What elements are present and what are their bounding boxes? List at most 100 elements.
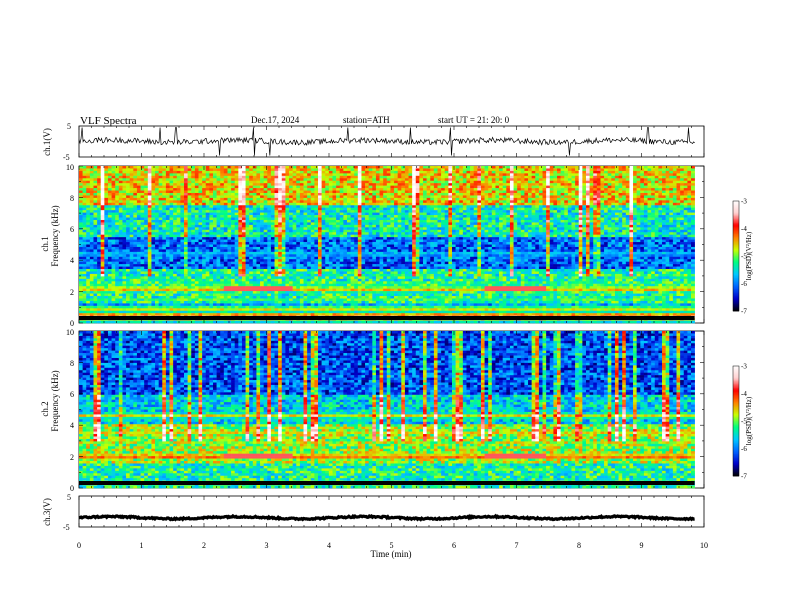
spectrogram-cell — [104, 181, 108, 184]
spectrogram-cell — [307, 291, 311, 294]
spectrogram-cell — [206, 178, 210, 181]
spectrogram-cell — [238, 232, 242, 235]
spectrogram-cell — [314, 178, 318, 181]
spectrogram-cell — [137, 264, 141, 267]
spectrogram-cell — [329, 232, 333, 235]
spectrogram-cell — [242, 306, 246, 309]
spectrogram-cell — [278, 171, 282, 174]
spectrogram-cell — [318, 188, 322, 191]
spectrogram-cell — [159, 269, 163, 272]
spectrogram-cell — [300, 242, 304, 245]
spectrogram-cell — [115, 245, 119, 248]
spectrogram-cell — [155, 240, 159, 243]
spectrogram-cell — [199, 220, 203, 223]
spectrogram-cell — [202, 186, 206, 189]
spectrogram-cell — [119, 208, 123, 211]
spectrogram-cell — [347, 200, 351, 203]
spectrogram-cell — [220, 257, 224, 260]
spectrogram-cell — [144, 203, 148, 206]
spectrogram-cell — [311, 249, 315, 252]
spectrogram-cell — [93, 276, 97, 279]
spectrogram-cell — [224, 220, 228, 223]
spectrogram-cell — [213, 259, 217, 262]
spectrogram-cell — [166, 186, 170, 189]
spectrogram-cell — [260, 284, 264, 287]
spectrogram-cell — [126, 205, 130, 208]
spectrogram-cell — [115, 271, 119, 274]
spectrogram-cell — [332, 200, 336, 203]
spectrogram-cell — [246, 313, 250, 316]
spectrogram-cell — [235, 247, 239, 250]
spectrogram-cell — [217, 264, 221, 267]
spectrogram-cell — [79, 215, 83, 218]
spectrogram-cell — [256, 220, 260, 223]
spectrogram-cell — [271, 271, 275, 274]
spectrogram-cell — [122, 276, 126, 279]
spectrogram-cell — [213, 237, 217, 240]
spectrogram-cell — [195, 289, 199, 292]
spectrogram-cell — [293, 303, 297, 306]
spectrogram-cell — [256, 208, 260, 211]
spectrogram-cell — [351, 200, 355, 203]
spectrogram-cell — [173, 247, 177, 250]
spectrogram-cell — [213, 232, 217, 235]
spectrogram-cell — [351, 235, 355, 238]
spectrogram-cell — [267, 235, 271, 238]
spectrogram-cell — [184, 301, 188, 304]
spectrogram-cell — [325, 225, 329, 228]
spectrogram-cell — [195, 183, 199, 186]
spectrogram-cell — [329, 303, 333, 306]
spectrogram-cell — [256, 286, 260, 289]
spectrogram-cell — [133, 313, 137, 316]
spectrogram-cell — [108, 173, 112, 176]
spectrogram-cell — [126, 181, 130, 184]
spectrogram-cell — [275, 176, 279, 179]
spectrogram-cell — [191, 235, 195, 238]
spectrogram-cell — [151, 222, 155, 225]
spectrogram-cell — [293, 178, 297, 181]
spectrogram-cell — [130, 198, 134, 201]
spectrogram-cell — [354, 249, 358, 252]
spectrogram-cell — [343, 218, 347, 221]
spectrogram-cell — [293, 276, 297, 279]
spectrogram-cell — [253, 296, 257, 299]
spectrogram-cell — [162, 203, 166, 206]
spectrogram-cell — [253, 220, 257, 223]
spectrogram-cell — [144, 249, 148, 252]
spectrogram-cell — [119, 227, 123, 230]
spectrogram-cell — [246, 195, 250, 198]
spectrogram-cell — [304, 235, 308, 238]
spectrogram-cell — [122, 306, 126, 309]
spectrogram-cell — [162, 215, 166, 218]
spectrogram-cell — [246, 262, 250, 265]
spectrogram-cell — [296, 200, 300, 203]
spectrogram-cell — [304, 279, 308, 282]
spectrogram-cell — [184, 200, 188, 203]
spectrogram-cell — [325, 274, 329, 277]
spectrogram-cell — [166, 301, 170, 304]
spectrogram-cell — [271, 168, 275, 171]
spectrogram-cell — [206, 284, 210, 287]
spectrogram-cell — [202, 294, 206, 297]
spectrogram-cell — [159, 274, 163, 277]
spectrogram-cell — [246, 208, 250, 211]
spectrogram-cell — [86, 178, 90, 181]
spectrogram-cell — [227, 264, 231, 267]
spectrogram-cell — [141, 274, 145, 277]
spectrogram-cell — [144, 235, 148, 238]
spectrogram-cell — [112, 294, 116, 297]
spectrogram-cell — [358, 208, 362, 211]
spectrogram-cell — [256, 281, 260, 284]
spectrogram-cell — [351, 213, 355, 216]
spectrogram-cell — [231, 227, 235, 230]
spectrogram-cell — [173, 296, 177, 299]
spectrogram-cell — [133, 186, 137, 189]
spectrogram-cell — [238, 291, 242, 294]
spectrogram-cell — [307, 249, 311, 252]
spectrogram-cell — [224, 321, 228, 324]
spectrogram-cell — [155, 294, 159, 297]
spectrogram-cell — [358, 245, 362, 248]
spectrogram-cell — [86, 203, 90, 206]
spectrogram-cell — [329, 281, 333, 284]
spectrogram-cell — [264, 181, 268, 184]
